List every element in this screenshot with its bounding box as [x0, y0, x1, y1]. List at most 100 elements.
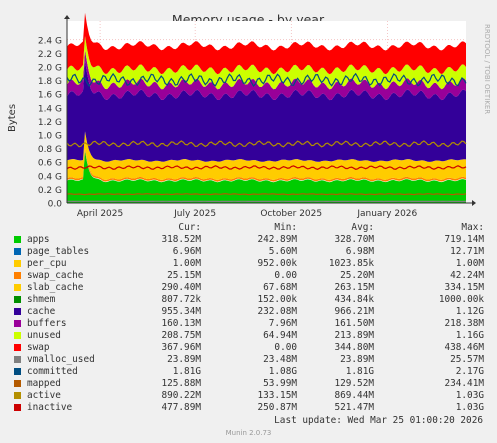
legend-cur: 125.88M	[161, 378, 201, 389]
legend-min: 242.89M	[257, 234, 297, 245]
legend-max: 334.15M	[444, 282, 484, 293]
y-tick-label: 2.4 G	[38, 36, 62, 46]
legend-cur: 318.52M	[161, 234, 201, 245]
x-tick-label: January 2026	[356, 209, 417, 219]
axes	[64, 15, 476, 206]
legend-column-header: Min:	[274, 222, 297, 233]
legend-name: page_tables	[27, 246, 90, 257]
legend-swatch	[14, 284, 21, 291]
legend-cur: 807.72k	[161, 294, 201, 305]
y-tick-label: 1.4 G	[38, 104, 62, 114]
legend-row-per_cpu: per_cpu 1.00M 952.00k 1023.85k 1.00M	[0, 258, 497, 270]
legend-cur: 290.40M	[161, 282, 201, 293]
legend-name: swap	[27, 342, 50, 353]
legend-row-active: active 890.22M 133.15M 869.44M 1.03G	[0, 390, 497, 402]
legend-max: 42.24M	[450, 270, 484, 281]
legend-min: 23.48M	[263, 354, 297, 365]
legend-name: vmalloc_used	[27, 354, 95, 365]
munin-version: Munin 2.0.73	[225, 429, 272, 437]
y-axis-label: Bytes	[7, 104, 18, 132]
legend-cur: 6.96M	[172, 246, 201, 257]
legend-max: 1.12G	[455, 306, 484, 317]
y-tick-label: 1.0 G	[38, 132, 62, 142]
legend-swatch	[14, 332, 21, 339]
legend-row-vmalloc_used: vmalloc_used 23.89M 23.48M 23.89M 25.57M	[0, 354, 497, 366]
area-slab_cache	[67, 131, 466, 180]
legend-avg: 966.21M	[334, 306, 374, 317]
legend-swatch	[14, 296, 21, 303]
legend-cur: 890.22M	[161, 390, 201, 401]
legend-avg: 263.15M	[334, 282, 374, 293]
legend-avg: 6.98M	[345, 246, 374, 257]
series-areas	[67, 12, 466, 203]
legend-min: 152.00k	[257, 294, 297, 305]
legend-name: mapped	[27, 378, 61, 389]
legend-row-cache: cache 955.34M 232.08M 966.21M 1.12G	[0, 306, 497, 318]
legend-cur: 367.96M	[161, 342, 201, 353]
legend-swatch	[14, 368, 21, 375]
line-active	[66, 140, 467, 148]
legend-min: 0.00	[274, 270, 297, 281]
legend-avg: 161.50M	[334, 318, 374, 329]
legend-row-swap_cache: swap_cache 25.15M 0.00 25.20M 42.24M	[0, 270, 497, 282]
y-tick-label: 1.2 G	[38, 118, 62, 128]
legend-cur: 1.81G	[172, 366, 201, 377]
legend-avg: 1023.85k	[328, 258, 374, 269]
legend-min: 64.94M	[263, 330, 297, 341]
y-tick-label: 1.8 G	[38, 77, 62, 87]
legend-max: 25.57M	[450, 354, 484, 365]
legend-row-shmem: shmem 807.72k 152.00k 434.84k 1000.00k	[0, 294, 497, 306]
area-swap	[67, 12, 466, 75]
legend-row-page_tables: page_tables 6.96M 5.60M 6.98M 12.71M	[0, 246, 497, 258]
legend-max: 218.38M	[444, 318, 484, 329]
legend-max: 12.71M	[450, 246, 484, 257]
legend-swatch	[14, 272, 21, 279]
y-tick-label: 0.4 G	[38, 172, 62, 182]
legend-avg: 23.89M	[340, 354, 374, 365]
legend-avg: 213.89M	[334, 330, 374, 341]
legend-name: inactive	[27, 402, 73, 413]
legend-avg: 129.52M	[334, 378, 374, 389]
legend-avg: 869.44M	[334, 390, 374, 401]
line-mapped	[66, 193, 467, 196]
legend-row-apps: apps 318.52M 242.89M 328.70M 719.14M	[0, 234, 497, 246]
legend-cur: 477.89M	[161, 402, 201, 413]
y-tick-label: 0.6 G	[38, 159, 62, 169]
legend-max: 1.03G	[455, 402, 484, 413]
legend-name: slab_cache	[27, 282, 84, 293]
legend-min: 952.00k	[257, 258, 297, 269]
legend-min: 133.15M	[257, 390, 297, 401]
y-tick-label: 0.2 G	[38, 186, 62, 196]
legend-row-committed: committed 1.81G 1.08G 1.81G 2.17G	[0, 366, 497, 378]
legend-row-swap: swap 367.96M 0.00 344.80M 438.46M	[0, 342, 497, 354]
legend-swatch	[14, 236, 21, 243]
area-unused	[67, 36, 466, 90]
x-tick-label: July 2025	[173, 209, 216, 219]
legend-column-header: Cur:	[178, 222, 201, 233]
legend-name: unused	[27, 330, 61, 341]
legend-swatch	[14, 260, 21, 267]
legend-swatch	[14, 380, 21, 387]
legend-row-mapped: mapped 125.88M 53.99M 129.52M 234.41M	[0, 378, 497, 390]
legend-column-header: Avg:	[351, 222, 374, 233]
legend-cur: 1.00M	[172, 258, 201, 269]
legend-row-slab_cache: slab_cache 290.40M 67.68M 263.15M 334.15M	[0, 282, 497, 294]
legend-max: 1.03G	[455, 390, 484, 401]
legend-swatch	[14, 344, 21, 351]
y-tick-label: 2.2 G	[38, 50, 62, 60]
legend-avg: 521.47M	[334, 402, 374, 413]
y-tick-label: 0.0	[48, 200, 63, 210]
x-tick-label: October 2025	[260, 209, 322, 219]
rrdtool-credit: RRDTOOL / TOBI OETIKER	[483, 24, 491, 114]
legend-name: per_cpu	[27, 258, 67, 269]
area-apps	[67, 150, 466, 203]
legend-name: shmem	[27, 294, 56, 305]
legend-name: active	[27, 390, 61, 401]
legend-cur: 25.15M	[167, 270, 201, 281]
legend-min: 0.00	[274, 342, 297, 353]
legend-avg: 1.81G	[345, 366, 374, 377]
legend-max: 719.14M	[444, 234, 484, 245]
legend-name: swap_cache	[27, 270, 84, 281]
legend-name: apps	[27, 234, 50, 245]
